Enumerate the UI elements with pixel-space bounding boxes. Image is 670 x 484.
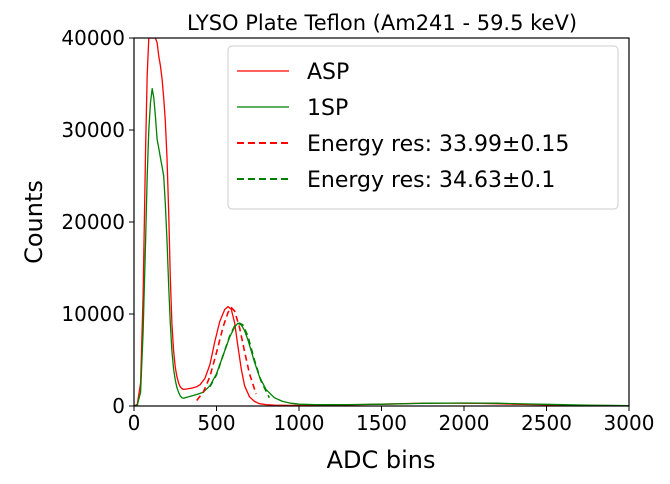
series-line-3 <box>209 322 271 399</box>
x-tick-label-0: 0 <box>128 411 141 435</box>
x-tick-label-2: 1000 <box>274 411 325 435</box>
axis-ticks: 0 500 1000 1500 2000 2500 30000100002000030000… <box>61 26 654 435</box>
legend-label-0: ASP <box>307 60 349 85</box>
x-axis-title: ADC bins <box>327 446 436 474</box>
legend-label-3: Energy res: 34.63±0.1 <box>307 168 555 193</box>
series-line-2 <box>196 306 257 401</box>
x-tick-label-6: 3000 <box>604 411 655 435</box>
x-tick-label-1: 500 <box>197 411 235 435</box>
y-tick-label-0: 0 <box>112 394 125 418</box>
series-layer <box>134 38 629 406</box>
x-tick-label-3: 1500 <box>356 411 407 435</box>
y-tick-label-2: 20000 <box>61 210 125 234</box>
legend-label-2: Energy res: 33.99±0.15 <box>307 132 569 157</box>
chart-title: LYSO Plate Teflon (Am241 - 59.5 keV) <box>187 11 577 35</box>
y-axis-title: Counts <box>20 180 48 264</box>
x-tick-label-4: 2000 <box>439 411 490 435</box>
y-tick-label-3: 30000 <box>61 118 125 142</box>
legend-box <box>227 45 619 210</box>
legend: ASP 1SP Energy res: 33.99±0.15 Energy res: … <box>227 45 619 210</box>
y-tick-label-1: 10000 <box>61 302 125 326</box>
y-tick-label-4: 40000 <box>61 26 125 50</box>
legend-label-1: 1SP <box>307 96 348 121</box>
x-tick-label-5: 2500 <box>521 411 572 435</box>
